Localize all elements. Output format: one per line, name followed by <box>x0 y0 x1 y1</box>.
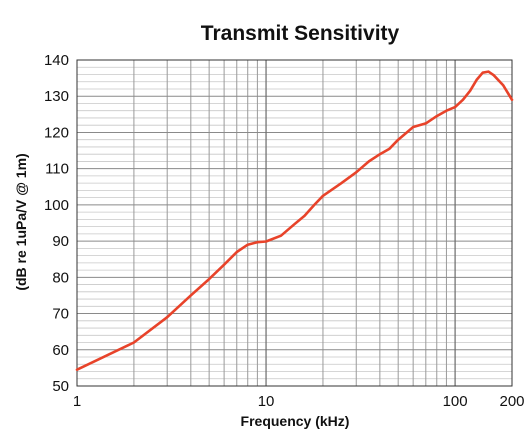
series-line-0 <box>75 70 514 372</box>
y-tick-label: 90 <box>52 233 69 250</box>
y-tick-label: 50 <box>52 378 69 395</box>
y-tick-label: 130 <box>44 88 69 105</box>
x-tick-label: 200 <box>499 393 524 410</box>
x-tick-label: 100 <box>443 393 468 410</box>
y-tick-labels: 50 60 70 80 90 100 110 120 130 140 <box>44 52 69 395</box>
y-tick-label: 60 <box>52 342 69 359</box>
x-tick-label: 10 <box>258 393 275 410</box>
y-tick-label: 120 <box>44 124 69 141</box>
chart-title: Transmit Sensitivity <box>201 22 400 45</box>
minor-gridlines <box>77 60 512 386</box>
y-tick-label: 140 <box>44 52 69 69</box>
plot-frame <box>76 59 513 387</box>
y-tick-label: 80 <box>52 269 69 286</box>
y-tick-label: 70 <box>52 306 69 323</box>
series-layer <box>75 70 514 372</box>
x-axis-label: Frequency (kHz) <box>241 413 350 429</box>
y-tick-label: 100 <box>44 197 69 214</box>
x-tick-label: 1 <box>73 393 81 410</box>
x-tick-labels: 1 10 100 200 <box>73 393 525 410</box>
major-gridlines <box>77 60 512 386</box>
y-axis-label: (dB re 1uPa/V @ 1m) <box>13 153 29 290</box>
y-tick-label: 110 <box>45 161 69 178</box>
